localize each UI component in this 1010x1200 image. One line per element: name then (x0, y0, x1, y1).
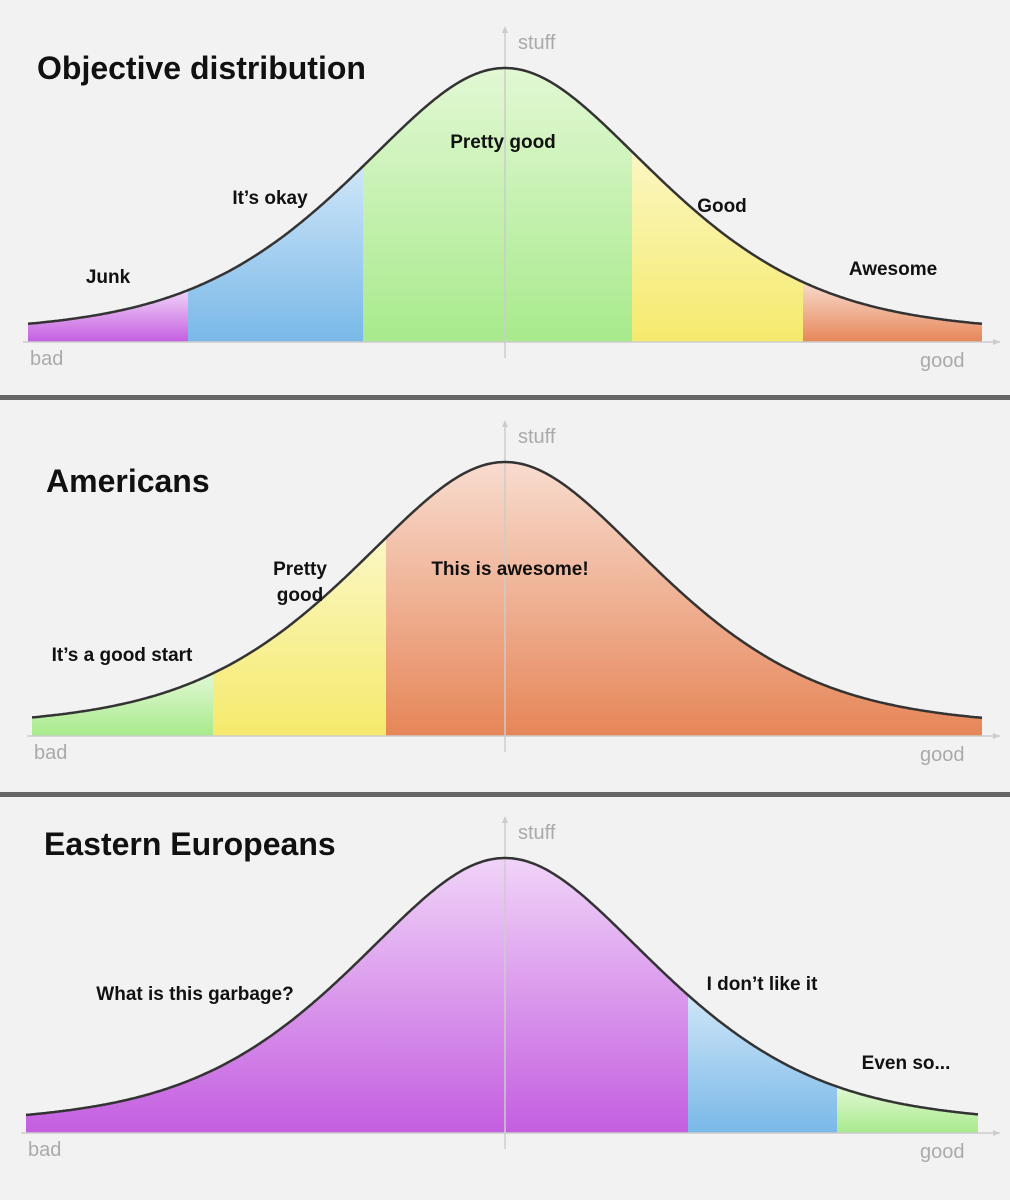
x-axis-arrow (993, 733, 1000, 739)
segment-label: It’s a good start (51, 645, 193, 666)
panel-divider (0, 395, 1010, 400)
panel-title: Eastern Europeans (44, 826, 336, 862)
curve-outline (27, 66, 983, 326)
segment-area (28, 290, 188, 342)
x-axis-start-label: bad (28, 1139, 62, 1161)
segment-label: Even so... (861, 1053, 951, 1074)
segment-area (363, 68, 632, 342)
segment-label: Pretty good (450, 132, 556, 153)
segment-area (688, 995, 837, 1133)
segment-label: Awesome (848, 259, 938, 280)
y-axis-arrow (502, 26, 508, 33)
x-axis-arrow (993, 1130, 1000, 1136)
panel-divider (0, 792, 1010, 797)
y-axis-arrow (502, 420, 508, 427)
y-axis-label: stuff (518, 426, 556, 448)
segment-label: Good (697, 196, 747, 217)
panel-title: Objective distribution (37, 50, 366, 86)
segment-area (213, 537, 386, 736)
segment-label: I don’t like it (706, 974, 818, 995)
segment-area (188, 166, 363, 342)
y-axis-label: stuff (518, 32, 556, 54)
y-axis-label: stuff (518, 822, 556, 844)
x-axis-start-label: bad (34, 742, 68, 764)
curve-outline (31, 460, 983, 720)
segment-label: This is awesome! (431, 559, 589, 580)
segment-label: What is this garbage? (96, 984, 294, 1005)
panel-title: Americans (46, 463, 210, 499)
segment-label: It’s okay (232, 188, 308, 209)
x-axis-arrow (993, 339, 1000, 345)
segment-label: Pretty good (273, 559, 327, 606)
curve-outline (25, 856, 979, 1117)
x-axis-end-label: good (920, 744, 965, 766)
x-axis-end-label: good (920, 1141, 965, 1163)
y-axis-arrow (502, 816, 508, 823)
segment-area (632, 151, 803, 342)
x-axis-end-label: good (920, 350, 965, 372)
segment-area (26, 858, 688, 1133)
segment-area (386, 462, 982, 736)
x-axis-start-label: bad (30, 348, 64, 370)
segment-label: Junk (85, 267, 131, 288)
